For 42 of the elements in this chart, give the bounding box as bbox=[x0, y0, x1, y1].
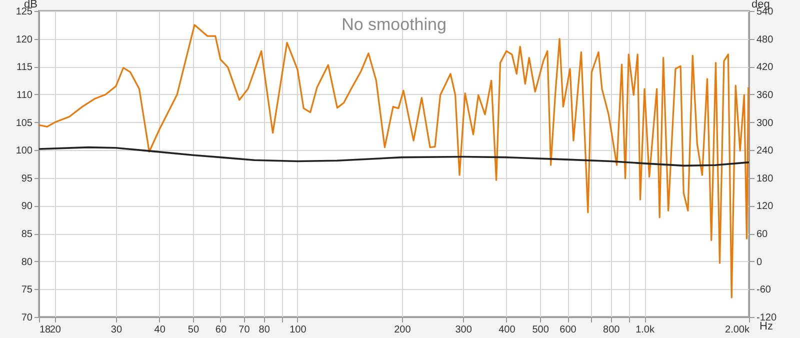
x-tick-label: 80 bbox=[258, 324, 270, 336]
x-tick-label: 200 bbox=[394, 324, 412, 336]
x-tick-label: 60 bbox=[215, 324, 227, 336]
x-tick-label: 20 bbox=[50, 324, 62, 336]
y-tick-label: 80 bbox=[21, 256, 33, 268]
y2-tick-label: 0 bbox=[756, 256, 762, 268]
y-tick-label: 95 bbox=[21, 173, 33, 184]
y2-tick-label: -60 bbox=[756, 284, 772, 296]
y2-tick-label: 360 bbox=[756, 90, 774, 101]
chart-title: No smoothing bbox=[342, 15, 446, 34]
y-tick-label: 100 bbox=[16, 146, 33, 157]
y-tick-label: 70 bbox=[21, 312, 33, 324]
y-tick-label: 120 bbox=[16, 34, 33, 46]
y-tick-label: 90 bbox=[21, 201, 33, 212]
y2-tick-label: 60 bbox=[756, 229, 768, 240]
y2-tick-label: 180 bbox=[756, 173, 774, 184]
x-tick-label: 1.0k bbox=[636, 324, 656, 336]
x-tick-label: 30 bbox=[110, 324, 122, 336]
y2-tick-label: 120 bbox=[756, 201, 774, 212]
x-tick-label: 300 bbox=[455, 324, 472, 336]
x-tick-label: 100 bbox=[290, 324, 307, 336]
y2-tick-label: 240 bbox=[756, 146, 774, 157]
x-tick-label: 800 bbox=[603, 324, 620, 336]
y2-tick-label: 300 bbox=[756, 118, 774, 129]
y2-tick-label: 420 bbox=[756, 62, 774, 74]
y-tick-label: 85 bbox=[21, 229, 33, 240]
x-tick-label: 40 bbox=[154, 324, 166, 336]
y2-tick-label: 540 bbox=[756, 6, 774, 18]
y-tick-label: 75 bbox=[21, 284, 33, 296]
y2-tick-label: -120 bbox=[756, 312, 777, 324]
x-tick-label: 500 bbox=[532, 324, 550, 336]
x-axis-title: Hz bbox=[760, 320, 773, 332]
x-tick-label: 2.00k bbox=[725, 324, 750, 336]
x-tick-label: 50 bbox=[188, 324, 200, 336]
y-tick-label: 110 bbox=[16, 90, 33, 101]
x-tick-label: 70 bbox=[238, 324, 250, 336]
x-tick-label: 400 bbox=[498, 324, 516, 336]
x-tick-label: 18 bbox=[40, 324, 52, 336]
y-tick-label: 115 bbox=[16, 62, 33, 74]
x-tick-label: 600 bbox=[560, 324, 577, 336]
y-tick-label: 105 bbox=[16, 118, 33, 129]
y2-tick-label: 480 bbox=[756, 34, 774, 46]
